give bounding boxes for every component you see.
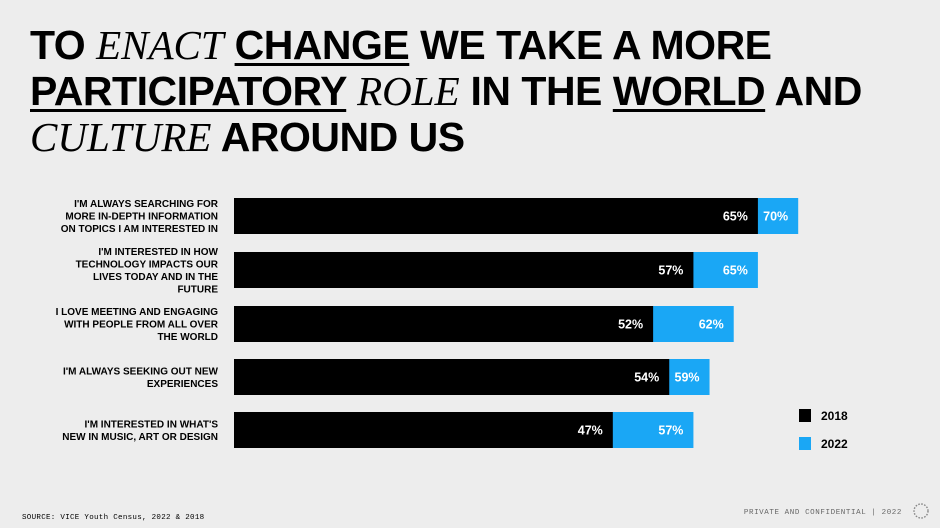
page-title: TO ENACT CHANGE WE TAKE A MORE PARTICIPA… (30, 22, 910, 160)
title-emphasis: ROLE (357, 68, 460, 114)
confidential-note: PRIVATE AND CONFIDENTIAL | 2022 (743, 509, 902, 517)
category-label: MORE IN-DEPTH INFORMATION (65, 212, 218, 223)
legend-swatch-2018 (799, 409, 811, 422)
bar-2018 (234, 252, 694, 288)
data-label-2022: 57% (658, 424, 683, 438)
title-text: WE TAKE A MORE (409, 22, 772, 68)
title-emphasis: ENACT (96, 22, 224, 68)
category-label: I'M INTERESTED IN WHAT'S (85, 419, 219, 430)
title-text: AROUND US (211, 114, 465, 160)
title-text: AND (765, 68, 863, 114)
legend-swatch-2022 (799, 437, 811, 450)
data-label-2018: 54% (634, 371, 659, 385)
title-underlined: PARTICIPATORY (30, 68, 347, 114)
category-label: I LOVE MEETING AND ENGAGING (56, 307, 219, 318)
category-label: EXPERIENCES (147, 379, 218, 390)
bar-2018 (234, 306, 654, 342)
title-emphasis: CULTURE (30, 114, 212, 160)
category-label: WITH PEOPLE FROM ALL OVER (64, 320, 219, 331)
data-label-2022: 65% (723, 264, 748, 278)
title-underlined: CHANGE (234, 22, 410, 68)
title-text: IN THE (459, 68, 613, 114)
title-text: TO (30, 22, 97, 68)
data-label-2022: 62% (699, 318, 724, 332)
bar-2018 (234, 198, 758, 234)
title-underlined: WORLD (612, 68, 766, 114)
legend-label-2018: 2018 (821, 409, 848, 423)
bar-2018 (234, 412, 613, 448)
category-label: I'M INTERESTED IN HOW (98, 247, 218, 258)
category-label: NEW IN MUSIC, ART OR DESIGN (62, 432, 218, 443)
category-label: FUTURE (177, 284, 218, 295)
data-label-2018: 57% (658, 264, 683, 278)
bar-2018 (234, 359, 670, 395)
source-note: SOURCE: VICE Youth Census, 2022 & 2018 (22, 514, 205, 522)
data-label-2018: 52% (618, 318, 643, 332)
category-label: I'M ALWAYS SEEKING OUT NEW (63, 366, 219, 377)
data-label-2018: 47% (578, 424, 603, 438)
data-label-2022: 59% (675, 371, 700, 385)
data-label-2018: 65% (723, 210, 748, 224)
category-label: I'M ALWAYS SEARCHING FOR (74, 199, 219, 210)
vice-circle-logo-icon (913, 503, 929, 519)
category-label: THE WORLD (157, 332, 218, 343)
legend-label-2022: 2022 (821, 437, 848, 451)
data-label-2022: 70% (763, 210, 788, 224)
category-label: TECHNOLOGY IMPACTS OUR (76, 259, 219, 270)
category-label: ON TOPICS I AM INTERESTED IN (61, 224, 218, 235)
category-label: LIVES TODAY AND IN THE (93, 272, 218, 283)
